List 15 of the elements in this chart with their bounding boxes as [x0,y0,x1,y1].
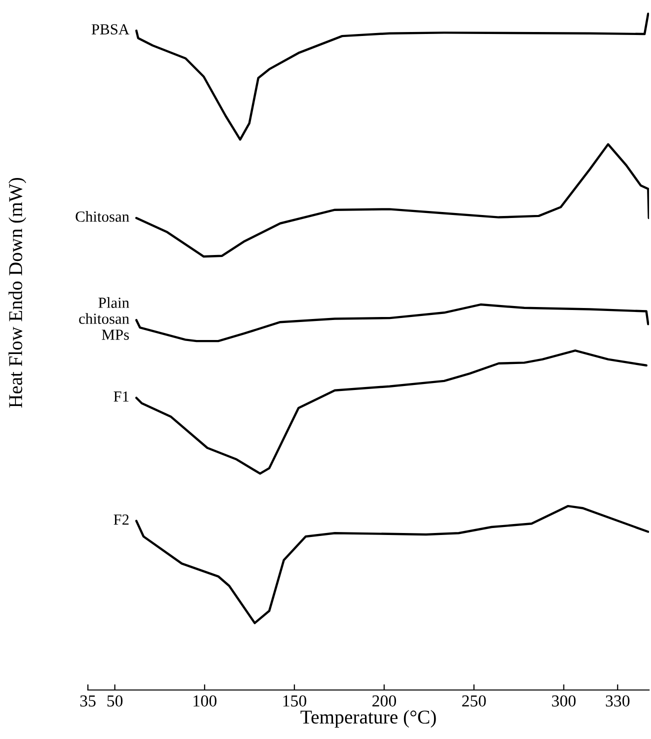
x-tick-label: 200 [372,695,396,707]
series-label: F1 [114,391,129,402]
x-axis-title: Temperature (°C) [300,710,436,728]
x-tick-label: 100 [194,695,216,707]
x-tick-label: 300 [552,695,576,707]
x-tick-label: 35 [80,695,96,707]
x-tick-label: 50 [107,695,123,707]
series-label: F2 [114,514,129,525]
x-tick-label: 150 [283,695,306,707]
y-axis-title: Heat Flow Endo Down (mW) [8,178,26,408]
x-tick-label: 250 [462,695,486,707]
series-label: Chitosan [76,211,130,222]
series-label: Plain chitosan MPs [79,297,130,340]
x-tick-label: 330 [606,695,630,707]
series-label: PBSA [92,24,130,34]
